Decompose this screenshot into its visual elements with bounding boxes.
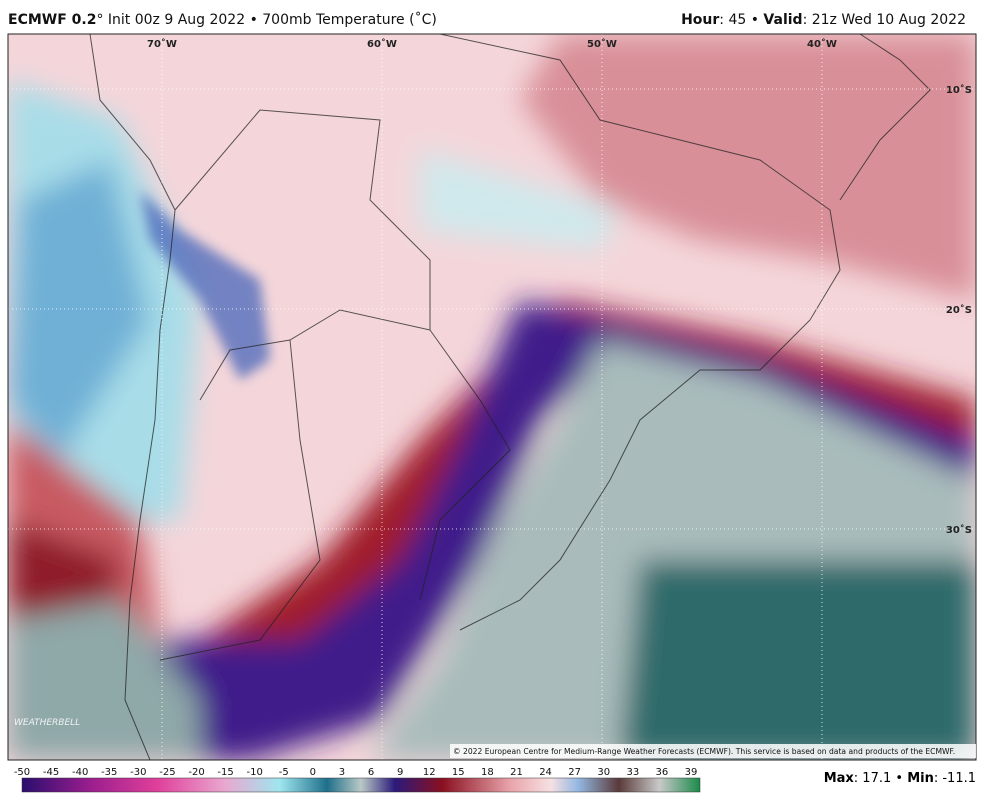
colorbar-label: -5: [279, 767, 289, 778]
valid-value: : 21z Wed 10 Aug 2022: [802, 12, 966, 28]
colorbar-label: 3: [339, 767, 345, 778]
graticule: [8, 34, 976, 760]
colorbar-label: 0: [310, 767, 316, 778]
colorbar-label: -45: [43, 767, 59, 778]
map-frame: [7, 33, 977, 761]
colorbar-label: -35: [101, 767, 117, 778]
valid-label: Valid: [763, 12, 803, 28]
colorbar-label: -10: [247, 767, 263, 778]
colorbar-label: 24: [539, 767, 552, 778]
map-field: [8, 34, 976, 760]
header-left: ECMWF 0.2° Init 00z 9 Aug 2022 • 700mb T…: [8, 12, 437, 28]
colorbar-label: 30: [597, 767, 610, 778]
colorbar-label: 33: [626, 767, 639, 778]
latitude-label: 20˚S: [946, 304, 972, 316]
hour-label: Hour: [681, 12, 720, 28]
colorbar-label: 18: [481, 767, 494, 778]
longitude-label: 50˚W: [587, 38, 617, 50]
min-label: Min: [907, 771, 934, 786]
colorbar-label: 21: [510, 767, 523, 778]
colorbar-label: -20: [188, 767, 204, 778]
longitude-label: 70˚W: [147, 38, 177, 50]
colorbar-label: -30: [130, 767, 146, 778]
colorbar-label: 9: [397, 767, 403, 778]
latitude-label: 10˚S: [946, 84, 972, 96]
copyright: © 2022 European Centre for Medium-Range …: [453, 747, 955, 756]
colorbar-label: -50: [14, 767, 30, 778]
colorbar-label: 15: [452, 767, 465, 778]
header-right: Hour: 45 • Valid: 21z Wed 10 Aug 2022: [681, 12, 966, 28]
logo: WEATHERBELL: [14, 718, 80, 728]
hour-value: : 45 •: [719, 12, 764, 28]
longitude-label: 60˚W: [367, 38, 397, 50]
latitude-label: 30˚S: [946, 524, 972, 536]
colorbar-label: 36: [656, 767, 669, 778]
copyright-bg: [450, 744, 976, 758]
max-label: Max: [823, 771, 854, 786]
colorbar-label: 12: [423, 767, 436, 778]
colorbar-label: 39: [685, 767, 698, 778]
max-value: : 17.1 •: [853, 771, 908, 786]
run: ° Init 00z 9 Aug 2022 • 700mb Temperatur…: [96, 12, 437, 28]
colorbar: [21, 777, 701, 793]
colorbar-label: -40: [72, 767, 88, 778]
longitude-label: 40˚W: [807, 38, 837, 50]
colorbar-label: 6: [368, 767, 374, 778]
colorbar-label: -15: [217, 767, 233, 778]
colorbar-label: -25: [159, 767, 175, 778]
min-value: : -11.1: [933, 771, 976, 786]
footer: Max: 17.1 • Min: -11.1: [824, 771, 976, 786]
model: ECMWF 0.2: [8, 12, 97, 28]
colorbar-label: 27: [568, 767, 581, 778]
